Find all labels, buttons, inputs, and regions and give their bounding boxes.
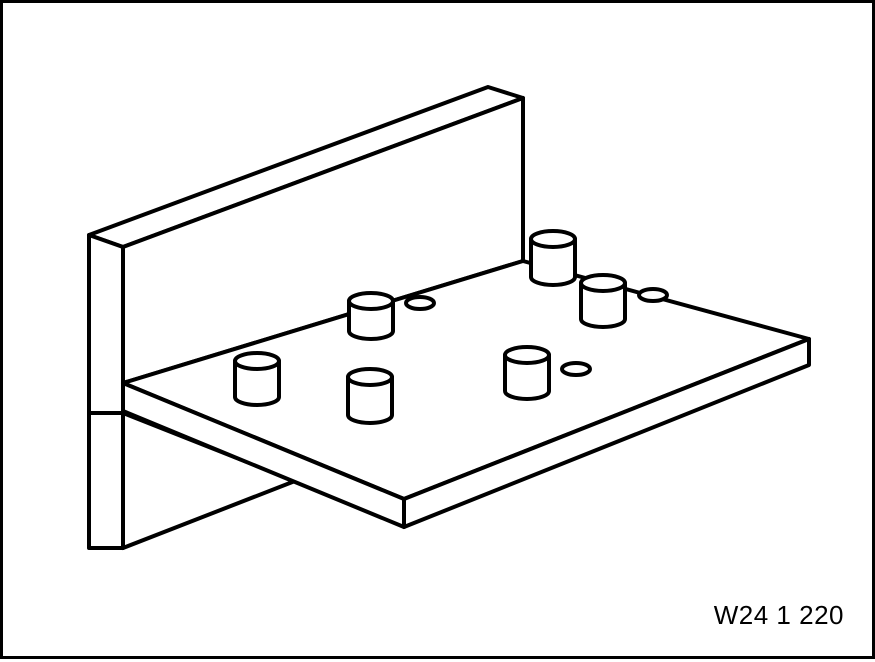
locating-pin (347, 291, 395, 341)
vertical-plate-lower (87, 411, 297, 550)
locating-pin (503, 345, 551, 401)
locating-pin (579, 273, 627, 329)
figure-reference-code: W24 1 220 (713, 600, 844, 630)
locating-pin (233, 351, 281, 407)
mounting-hole (404, 295, 436, 311)
bracket-fixture-illustration (87, 85, 811, 550)
mounting-hole (560, 361, 592, 377)
locating-pin (346, 367, 394, 425)
locating-pin (529, 229, 577, 287)
mounting-hole (637, 287, 669, 303)
vertical-back-plate (87, 85, 525, 415)
